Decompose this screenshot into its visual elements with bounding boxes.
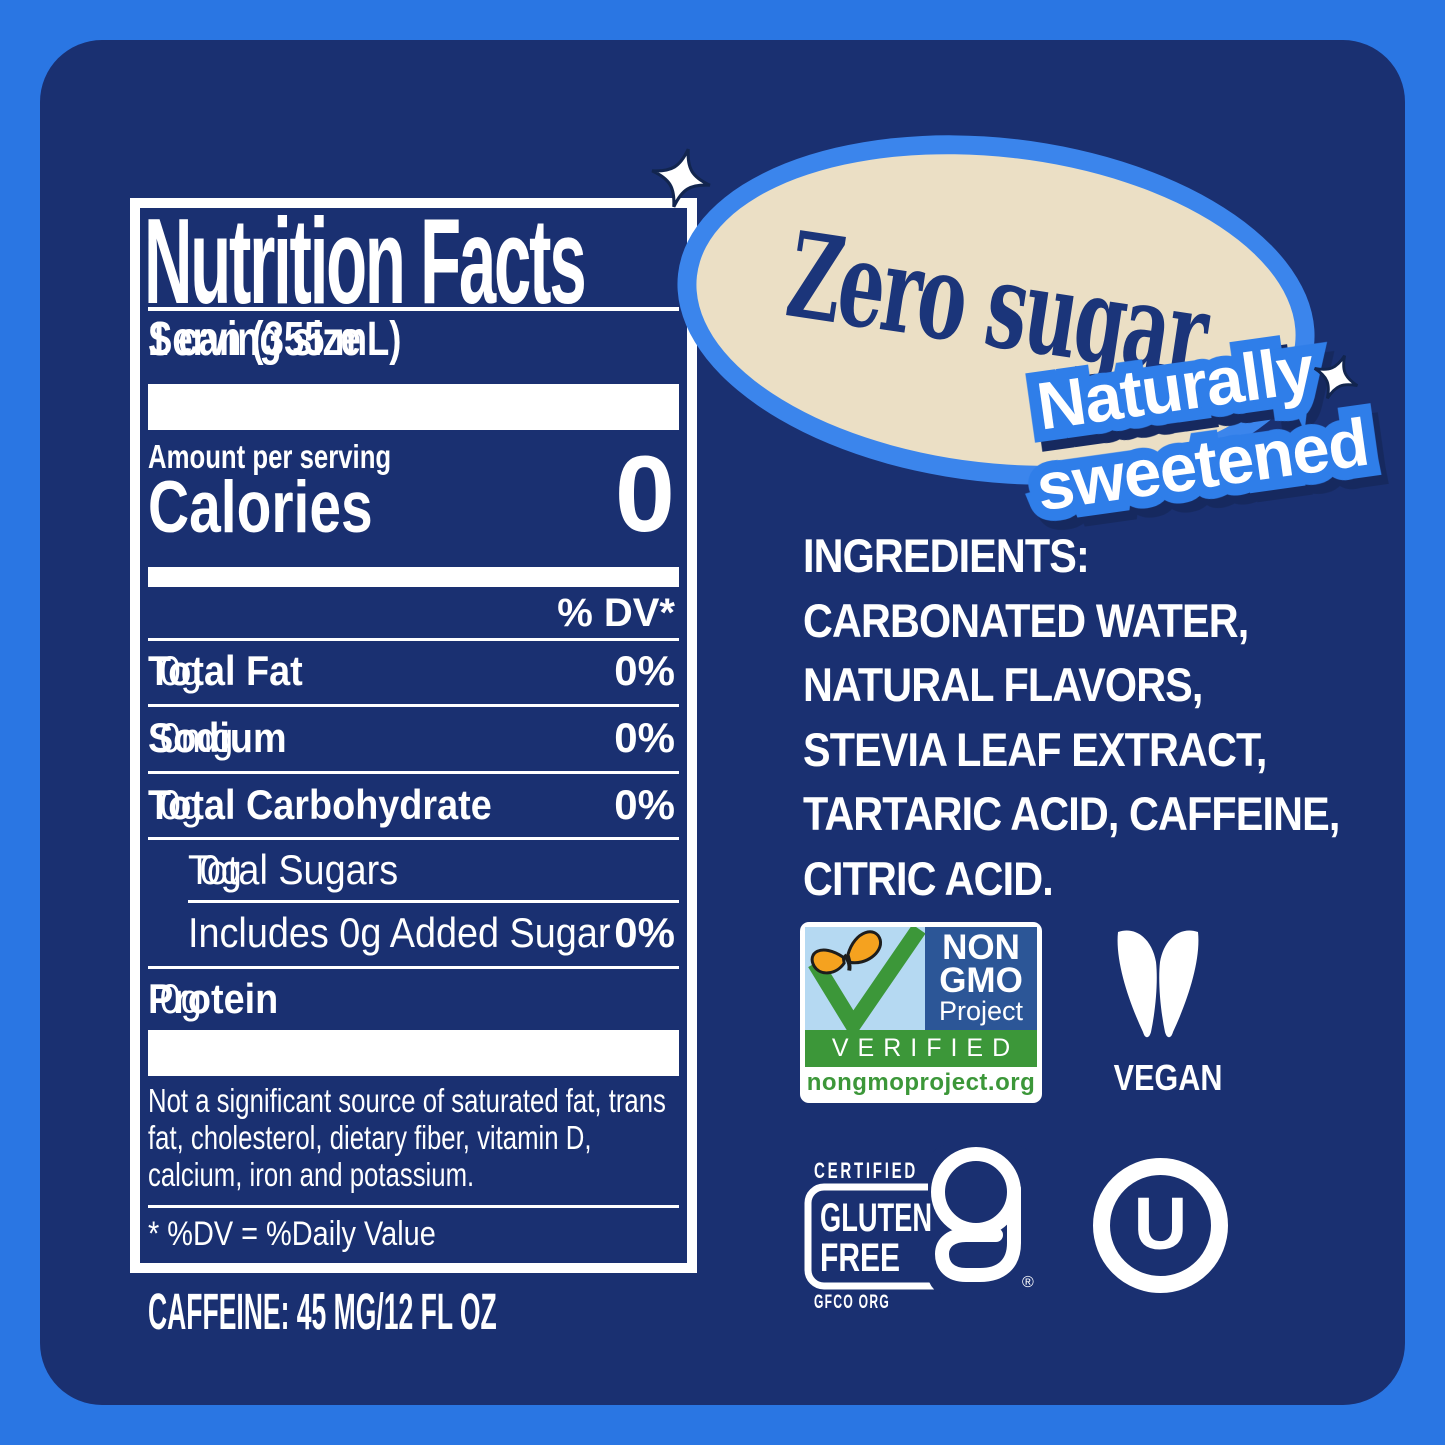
gfco-org-text: GFCO ORG (814, 1292, 890, 1313)
sparkle-icon (1313, 354, 1359, 400)
table-row: Total Sugars 0g (188, 846, 399, 893)
caffeine-statement: CAFFEINE: 45 MG/12 FL OZ (148, 1283, 497, 1340)
thick-divider (148, 567, 679, 587)
non-gmo-line3: Project (938, 996, 1024, 1026)
divider (148, 638, 679, 641)
divider (148, 966, 679, 969)
gfco-g-icon (931, 1147, 1021, 1282)
ingredient-line: STEVIA LEAF EXTRACT, (803, 722, 1267, 776)
non-gmo-line1: NON (942, 928, 1020, 967)
ingredient-line: CARBONATED WATER, (803, 593, 1249, 647)
table-row: Includes 0g Added Sugar 0% (188, 909, 675, 956)
vegan-v-icon (1117, 930, 1199, 1038)
kosher-u-letter: U (1133, 1181, 1188, 1265)
divider (148, 704, 679, 707)
nutrition-footnote: Not a significant source of saturated fa… (148, 1082, 666, 1193)
divider (148, 307, 679, 311)
calories-value: 0 (614, 433, 675, 554)
non-gmo-project-logo: NON GMO Project VERIFIED nongmoproject.o… (800, 922, 1042, 1103)
nutrition-facts-panel: Nutrition Facts Serving size 1 can (355 m… (130, 198, 697, 1273)
kosher-ou-logo: U (1093, 1158, 1228, 1293)
ingredient-line: CITRIC ACID. (803, 851, 1054, 905)
ingredients-list: INGREDIENTS: CARBONATED WATER, NATURAL F… (803, 524, 1413, 911)
serving-size-value: 1 can (355 mL) (148, 313, 402, 366)
gluten-free-certified-text: CERTIFIED (814, 1158, 918, 1183)
table-row: Protein 0g (148, 975, 279, 1022)
serving-size-label: Serving size (148, 313, 361, 366)
thick-divider (148, 384, 679, 430)
table-row: Total Carbohydrate 0g 0% (148, 781, 675, 828)
divider (148, 1205, 679, 1208)
non-gmo-url: nongmoproject.org (806, 1068, 1036, 1096)
thick-divider (148, 1030, 679, 1076)
vegan-label: VEGAN (1113, 1057, 1223, 1098)
registered-mark: ® (1022, 1274, 1034, 1291)
vegan-logo: VEGAN (1104, 926, 1223, 1099)
non-gmo-line2: GMO (939, 961, 1023, 1000)
table-row: Sodium 0mg 0% (148, 714, 675, 761)
sparkle-icon (651, 148, 711, 208)
divider (148, 837, 679, 840)
gluten-free-word1: GLUTEN (820, 1196, 932, 1240)
non-gmo-wordmark: NON GMO Project (925, 927, 1037, 1030)
ingredients-heading: INGREDIENTS: (803, 529, 1090, 582)
ingredient-line: TARTARIC ACID, CAFFEINE, (803, 787, 1340, 840)
non-gmo-butterfly-icon (805, 927, 925, 1030)
divider (148, 771, 679, 774)
divider (188, 900, 679, 903)
certified-gluten-free-logo: CERTIFIED GLUTEN FREE ® GFCO ORG (804, 1145, 1034, 1313)
ingredient-line: NATURAL FLAVORS, (803, 658, 1203, 711)
table-row: Total Fat 0g 0% (148, 647, 675, 694)
non-gmo-verified-band: VERIFIED (805, 1030, 1037, 1067)
daily-value-header: % DV* (557, 591, 675, 635)
gluten-free-word2: FREE (820, 1236, 900, 1280)
